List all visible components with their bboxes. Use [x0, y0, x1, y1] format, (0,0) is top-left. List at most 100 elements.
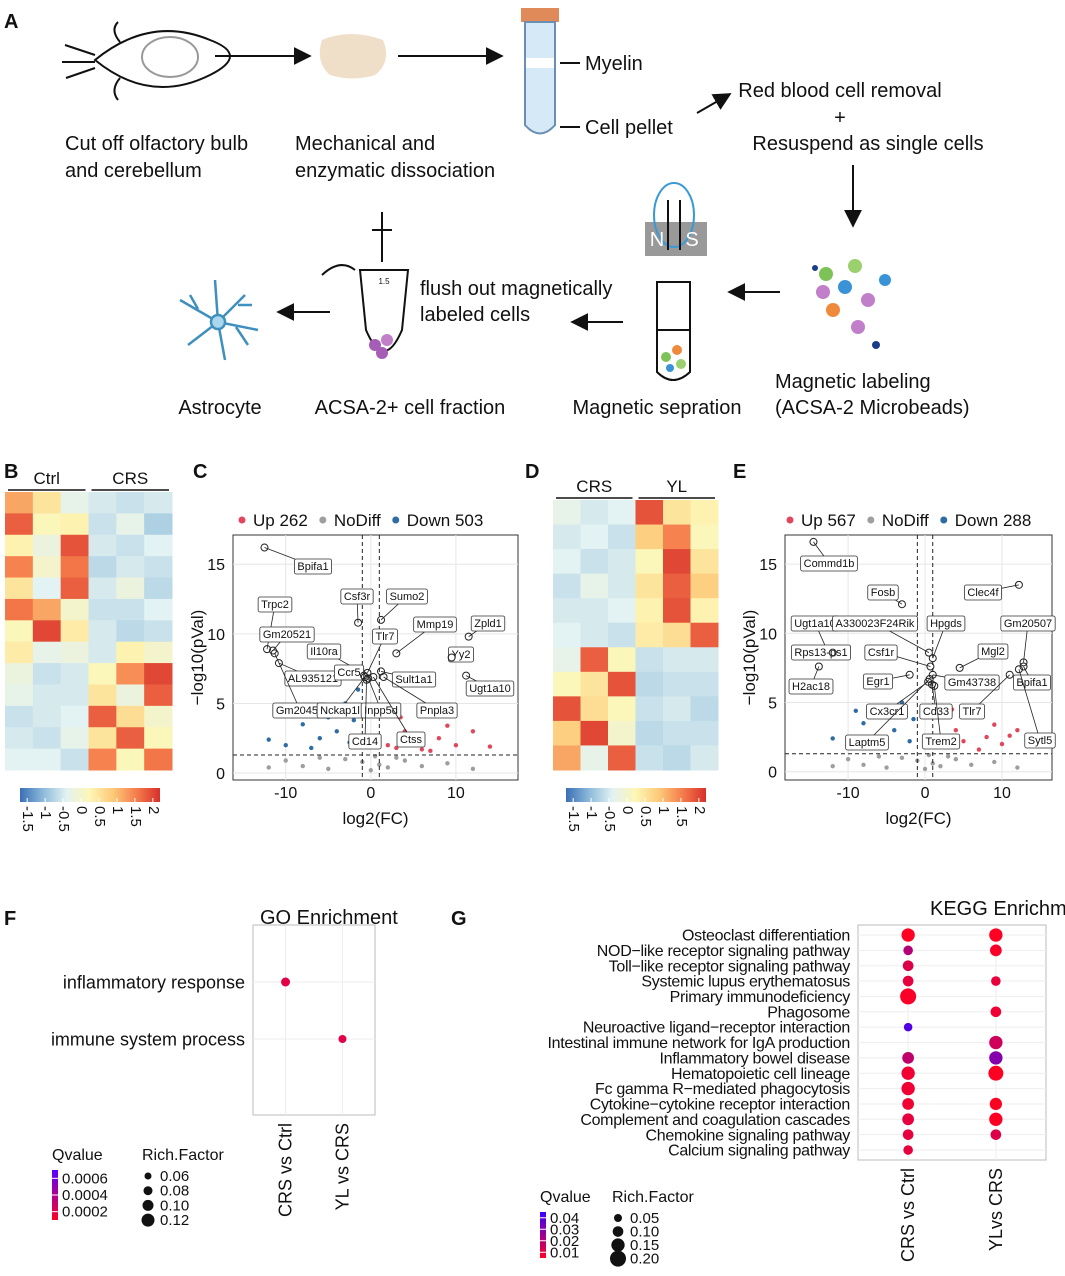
labeled-point	[1014, 665, 1023, 674]
heatmap-cell	[690, 598, 719, 624]
heatmap-cell	[663, 622, 691, 648]
label-box	[926, 615, 966, 632]
heatmap-cell	[690, 671, 719, 697]
point	[992, 759, 997, 765]
mouse-brain	[141, 36, 199, 78]
dot	[989, 1112, 1003, 1126]
heatmap-cell	[690, 524, 719, 550]
y-tick-label: 15	[759, 557, 777, 574]
legend-title: Qvalue	[52, 1147, 103, 1164]
point	[453, 742, 459, 748]
gene-label: Egr1	[866, 676, 889, 688]
label-box	[977, 643, 1009, 660]
gene-label: Gm43738	[948, 677, 996, 689]
heatmap-cell	[663, 524, 691, 550]
dot	[903, 1022, 913, 1032]
point	[436, 736, 442, 741]
heatmap-cell	[608, 671, 636, 697]
heatmap-cell	[88, 556, 117, 579]
point	[1007, 733, 1012, 738]
heatmap-cell	[553, 500, 581, 526]
labeled-point	[905, 670, 914, 679]
legend-label: Up 262	[253, 511, 308, 530]
point	[830, 763, 835, 769]
labeled-point	[925, 674, 934, 683]
dot	[988, 1065, 1004, 1081]
panel-letter: A	[4, 11, 18, 33]
heatmap-cell	[116, 513, 145, 536]
heatmap-cell	[60, 684, 89, 707]
heatmap-cell	[580, 573, 609, 599]
labeled-point	[369, 672, 378, 681]
gene-label: Ugt1a10	[794, 618, 836, 630]
colorbar	[540, 1212, 546, 1258]
heatmap-cell	[635, 647, 664, 673]
point	[969, 762, 974, 767]
dot	[902, 1129, 914, 1140]
point	[953, 757, 959, 762]
colorbar-label: 1.5	[673, 806, 690, 827]
heatmap-cell	[608, 720, 636, 746]
label-box	[1012, 674, 1052, 691]
heatmap-cell	[553, 720, 581, 746]
label-box	[259, 626, 315, 643]
heatmap-cell	[60, 620, 89, 643]
heatmap-cell	[635, 671, 664, 697]
point	[945, 754, 951, 759]
point	[853, 708, 858, 713]
tube-lid	[321, 264, 356, 276]
heatmap-cell	[5, 684, 34, 707]
step-text: flush out magnetically	[420, 278, 612, 300]
step-text: Cell pellet	[585, 117, 673, 139]
heatmap-cell	[144, 492, 173, 514]
point	[884, 765, 889, 770]
colorbar-label: 0.5	[91, 806, 108, 827]
heatmap-cell	[580, 647, 609, 673]
step-text: Magnetic labeling	[775, 371, 931, 393]
column-label: YL vs CRS	[332, 1123, 352, 1210]
heatmap-cell	[60, 577, 89, 600]
group-label: Ctrl	[34, 469, 60, 488]
labeled-point	[1019, 662, 1028, 671]
step-text: labeled cells	[420, 304, 530, 326]
gene-label: Ctss	[400, 734, 423, 746]
heatmap-cell	[60, 748, 89, 771]
step-text: Resuspend as single cells	[752, 133, 983, 155]
x-tick-label: -10	[274, 785, 297, 802]
heatmap-cell	[116, 663, 145, 685]
size-key	[143, 1186, 153, 1196]
heatmap-cell	[88, 705, 117, 728]
y-axis-label: −log10(pVal)	[740, 610, 759, 706]
size-label: 0.10	[630, 1224, 659, 1241]
heatmap-cell	[608, 598, 636, 624]
y-tick-label: 10	[207, 627, 225, 644]
colorbar-label: 0.03	[550, 1221, 579, 1238]
heatmap-cell	[32, 620, 62, 643]
gene-label: Zpld1	[474, 618, 502, 630]
point	[317, 736, 322, 741]
size-key	[141, 1213, 155, 1227]
heatmap-cell	[144, 748, 173, 771]
size-key	[614, 1214, 622, 1222]
labeled-point	[1005, 670, 1014, 679]
heatmap-cell	[663, 549, 691, 575]
label-box	[391, 671, 437, 688]
labeled-point	[260, 543, 269, 552]
label-box	[293, 558, 333, 575]
gene-label: Yy2	[452, 649, 471, 661]
heatmap-cell	[116, 598, 145, 621]
column-label: CRS vs Ctrl	[276, 1123, 296, 1217]
step-text: (ACSA-2 Microbeads)	[775, 397, 970, 419]
heatmap-cell	[144, 534, 173, 557]
labeled-point	[379, 672, 388, 681]
gene-label: Ugt1a10	[469, 683, 511, 695]
magnet-highlight	[653, 182, 695, 248]
gene-label: Trem2	[925, 736, 956, 748]
gene-label: Inpp5d	[364, 705, 398, 717]
point	[922, 766, 928, 772]
row-label: Fc gamma R−mediated phagocytosis	[595, 1081, 850, 1098]
label-leader	[364, 679, 367, 742]
y-tick-label: 5	[768, 695, 777, 712]
panel-letter: B	[4, 461, 18, 483]
heatmap-cell	[60, 663, 89, 685]
